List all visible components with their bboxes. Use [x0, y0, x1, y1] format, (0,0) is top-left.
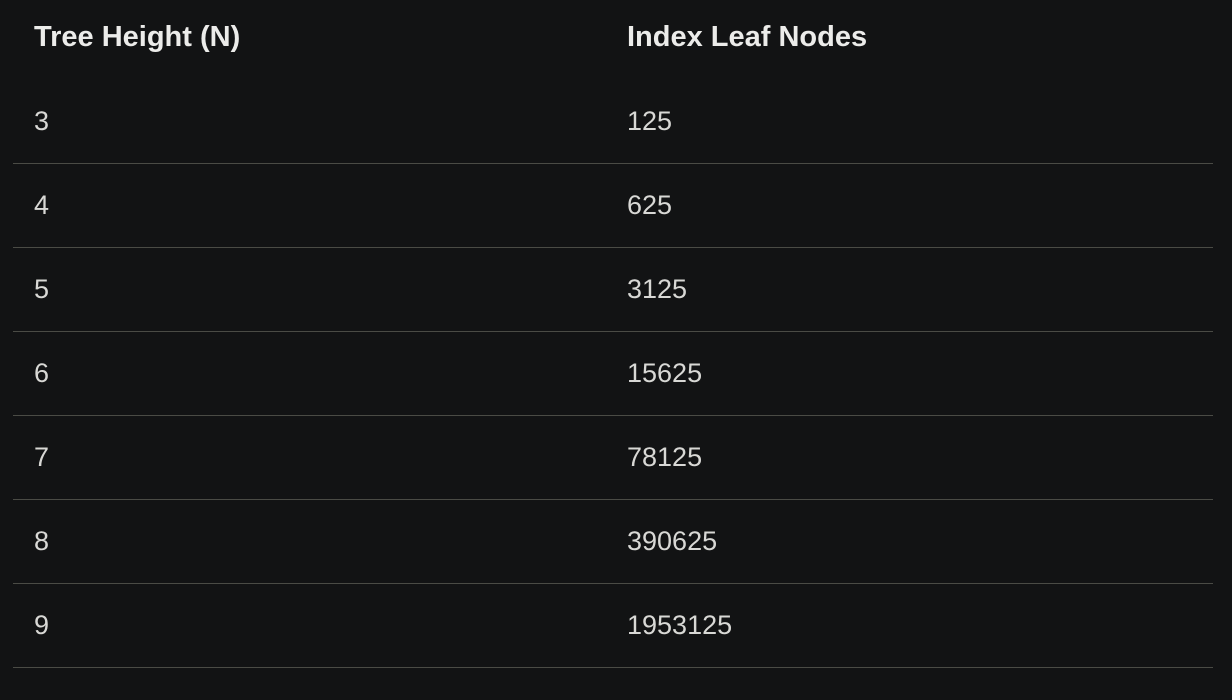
column-header-tree-height: Tree Height (N) — [34, 21, 241, 53]
tree-height-cell: 7 — [13, 415, 606, 500]
column-header-index-leaf-nodes: Index Leaf Nodes — [627, 21, 868, 53]
table-row: 4 625 — [13, 163, 1213, 248]
table-row: 8 390625 — [13, 499, 1213, 584]
tree-height-table: Tree Height (N) Index Leaf Nodes 3 125 4… — [13, 0, 1213, 668]
leaf-nodes-cell: 3125 — [606, 247, 1213, 332]
tree-height-cell: 9 — [13, 583, 606, 668]
leaf-nodes-cell: 1953125 — [606, 583, 1213, 668]
table-header: Tree Height (N) Index Leaf Nodes — [13, 0, 1213, 80]
tree-height-cell: 8 — [13, 499, 606, 584]
leaf-nodes-cell: 78125 — [606, 415, 1213, 500]
tree-height-cell: 3 — [13, 80, 606, 164]
table-row: 9 1953125 — [13, 583, 1213, 668]
table-row: 6 15625 — [13, 331, 1213, 416]
table-body: 3 125 4 625 5 3125 6 15625 7 78125 8 390… — [13, 80, 1213, 668]
leaf-nodes-cell: 390625 — [606, 499, 1213, 584]
table-row: 7 78125 — [13, 415, 1213, 500]
data-table-container: Tree Height (N) Index Leaf Nodes 3 125 4… — [13, 0, 1213, 668]
leaf-nodes-cell: 15625 — [606, 331, 1213, 416]
table-row: 5 3125 — [13, 247, 1213, 332]
tree-height-cell: 6 — [13, 331, 606, 416]
table-row: 3 125 — [13, 80, 1213, 164]
leaf-nodes-cell: 125 — [606, 80, 1213, 164]
tree-height-cell: 5 — [13, 247, 606, 332]
tree-height-cell: 4 — [13, 163, 606, 248]
header-row: Tree Height (N) Index Leaf Nodes — [13, 0, 1213, 80]
leaf-nodes-cell: 625 — [606, 163, 1213, 248]
